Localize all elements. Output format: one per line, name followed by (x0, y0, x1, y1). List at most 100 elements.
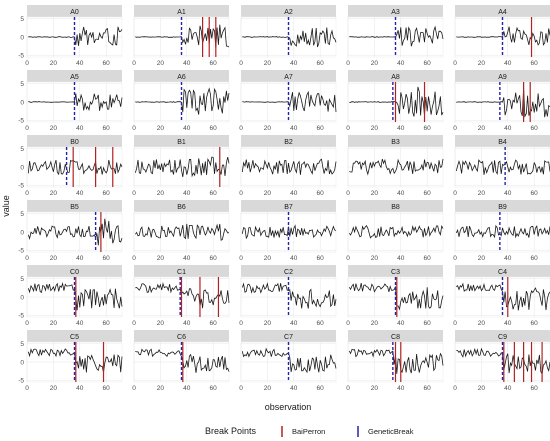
panel-title: A7 (284, 74, 293, 81)
x-tick-label: 0 (346, 190, 350, 197)
x-tick-label: 60 (531, 60, 539, 67)
y-tick-label: 5 (20, 341, 24, 348)
x-tick-label: 40 (76, 125, 84, 132)
panel-strip (241, 200, 336, 212)
panel-strip (241, 5, 336, 17)
series-line (241, 224, 337, 240)
x-tick-label: 40 (290, 60, 298, 67)
y-tick-label: 5 (20, 16, 24, 23)
x-tick-label: 20 (371, 255, 379, 262)
x-tick-label: 0 (132, 125, 136, 132)
x-tick-label: 20 (50, 385, 58, 392)
panel-title: A6 (177, 74, 186, 81)
x-tick-label: 0 (346, 255, 350, 262)
x-tick-label: 60 (424, 125, 432, 132)
y-tick-label: -5 (18, 247, 24, 254)
x-tick-label: 0 (239, 60, 243, 67)
x-tick-label: 40 (290, 320, 298, 327)
panel-title: A9 (498, 74, 507, 81)
panel-c7: C7 0 20 40 60 (239, 330, 337, 392)
x-tick-label: 20 (157, 255, 165, 262)
panel-strip (241, 70, 336, 82)
x-tick-label: 40 (397, 320, 405, 327)
x-tick-label: 0 (132, 385, 136, 392)
y-tick-label: 0 (20, 359, 24, 366)
x-tick-label: 40 (504, 60, 512, 67)
series-line (241, 282, 337, 309)
x-tick-label: 20 (478, 60, 486, 67)
panel-strip (348, 5, 443, 17)
panel-strip (348, 200, 443, 212)
series-line (349, 25, 444, 47)
series-line (455, 159, 550, 175)
panel-strip (348, 330, 443, 342)
y-axis-title: value (1, 195, 11, 217)
x-tick-label: 0 (346, 320, 350, 327)
x-tick-label: 20 (157, 385, 165, 392)
panel-a8: A8 0 20 40 60 (346, 70, 444, 132)
x-tick-label: 40 (397, 255, 405, 262)
series-line (455, 224, 550, 239)
panel-strip (134, 5, 229, 17)
x-tick-label: 60 (317, 125, 325, 132)
x-tick-label: 60 (424, 190, 432, 197)
x-tick-label: 60 (103, 125, 111, 132)
panel-title: C2 (284, 269, 293, 276)
x-tick-label: 0 (346, 60, 350, 67)
panel-strip (348, 265, 443, 277)
x-tick-label: 40 (397, 385, 405, 392)
x-tick-label: 40 (76, 190, 84, 197)
y-tick-label: -5 (18, 377, 24, 384)
panel-title: B7 (284, 204, 293, 211)
x-tick-label: 20 (50, 60, 58, 67)
panel-strip (27, 200, 122, 212)
legend-title: Break Points (205, 426, 257, 436)
x-tick-label: 0 (346, 385, 350, 392)
x-tick-label: 60 (317, 320, 325, 327)
panel-title: C1 (177, 269, 186, 276)
x-tick-label: 60 (317, 190, 325, 197)
x-tick-label: 20 (157, 60, 165, 67)
y-tick-label: -5 (18, 52, 24, 59)
x-tick-label: 40 (76, 320, 84, 327)
panel-title: B3 (391, 139, 400, 146)
x-tick-label: 60 (210, 190, 218, 197)
x-tick-label: 0 (239, 190, 243, 197)
x-tick-label: 0 (453, 320, 457, 327)
panel-b9: B9 0 20 40 60 (453, 200, 550, 262)
x-tick-label: 0 (239, 320, 243, 327)
x-tick-label: 0 (453, 60, 457, 67)
x-tick-label: 0 (239, 255, 243, 262)
panel-title: B1 (177, 139, 186, 146)
y-tick-label: -5 (18, 312, 24, 319)
x-tick-label: 20 (264, 255, 272, 262)
x-tick-label: 60 (531, 255, 539, 262)
panel-title: B5 (70, 204, 79, 211)
panel-strip (455, 5, 550, 17)
x-tick-label: 20 (264, 125, 272, 132)
panel-a1: A1 0 20 40 60 (132, 5, 230, 67)
panel-b6: B6 0 20 40 60 (132, 200, 230, 262)
x-tick-label: 40 (504, 190, 512, 197)
x-tick-label: 20 (157, 190, 165, 197)
x-tick-label: 40 (290, 385, 298, 392)
x-tick-label: 20 (50, 320, 58, 327)
x-tick-label: 40 (183, 385, 191, 392)
x-tick-label: 20 (50, 190, 58, 197)
panel-c1: C1 0 20 40 60 (132, 265, 230, 327)
x-tick-label: 60 (317, 255, 325, 262)
y-tick-label: -5 (18, 182, 24, 189)
series-line (134, 223, 229, 241)
panel-title: C9 (498, 334, 507, 341)
x-tick-label: 40 (76, 255, 84, 262)
x-tick-label: 60 (317, 385, 325, 392)
x-tick-label: 60 (210, 255, 218, 262)
panel-strip (348, 70, 443, 82)
panel-strip (455, 330, 550, 342)
x-tick-label: 60 (210, 125, 218, 132)
